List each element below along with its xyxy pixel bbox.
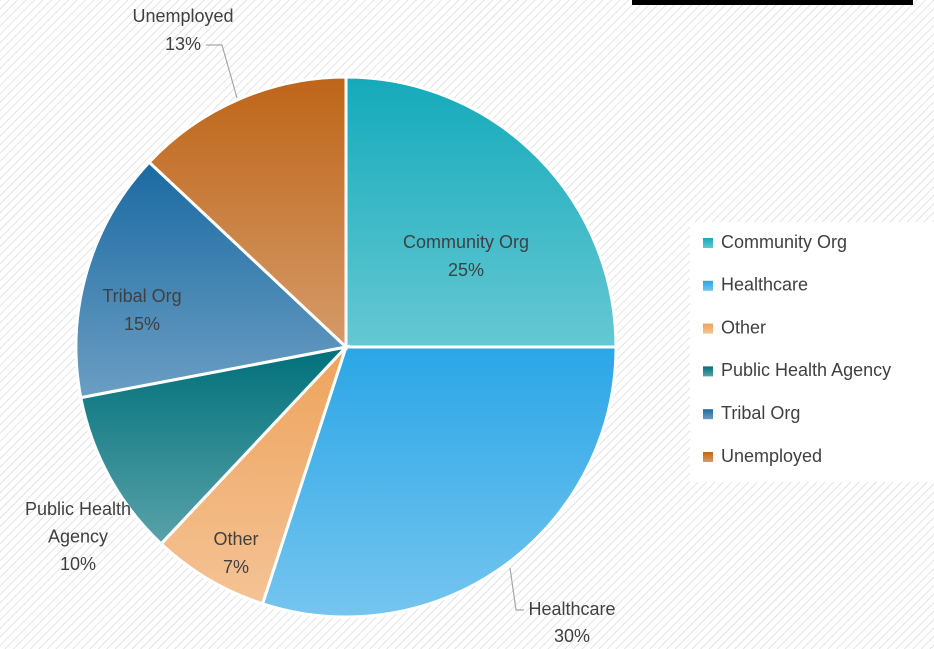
legend-box bbox=[690, 222, 934, 482]
data-label-category: Public Health Agency bbox=[25, 499, 131, 547]
legend-marker bbox=[703, 280, 713, 291]
title-box bbox=[632, 0, 913, 5]
data-label-value: 7% bbox=[223, 557, 249, 577]
legend-marker bbox=[703, 323, 713, 334]
pie-slice bbox=[260, 345, 618, 619]
legend-marker bbox=[703, 238, 713, 248]
data-label-value: 10% bbox=[60, 554, 96, 574]
legend-label: Public Health Agency bbox=[721, 360, 891, 380]
data-label-value: 25% bbox=[448, 260, 484, 280]
legend-label: Community Org bbox=[721, 232, 847, 252]
data-label-category: Healthcare bbox=[528, 599, 615, 619]
legend-label: Tribal Org bbox=[721, 403, 800, 423]
data-label-category: Community Org bbox=[403, 232, 529, 252]
pie-slice bbox=[74, 160, 350, 400]
pie-slice bbox=[159, 345, 348, 606]
legend-marker bbox=[703, 452, 713, 462]
pie-slice bbox=[344, 75, 618, 349]
pie-slice bbox=[147, 75, 348, 351]
data-label-value: 30% bbox=[554, 626, 590, 646]
data-label-value: 13% bbox=[165, 34, 201, 54]
leader-line bbox=[206, 44, 238, 99]
data-label-value: 15% bbox=[124, 314, 160, 334]
legend-marker bbox=[703, 366, 713, 377]
leader-line bbox=[509, 567, 524, 611]
legend-label: Unemployed bbox=[721, 446, 822, 466]
data-label-category: Unemployed bbox=[132, 6, 233, 26]
legend-label: Other bbox=[721, 317, 766, 337]
pie bbox=[74, 75, 618, 619]
data-label-category: Tribal Org bbox=[102, 286, 181, 306]
legend-marker bbox=[703, 409, 713, 420]
data-labels: Community Org 25% Healthcare 30% Other 7% Publ… bbox=[25, 6, 616, 646]
pie-slice bbox=[79, 344, 351, 546]
data-label-category: Other bbox=[213, 529, 258, 549]
legend: Community Org Healthcare Other Public Healt… bbox=[703, 232, 891, 466]
legend-label: Healthcare bbox=[721, 275, 808, 295]
